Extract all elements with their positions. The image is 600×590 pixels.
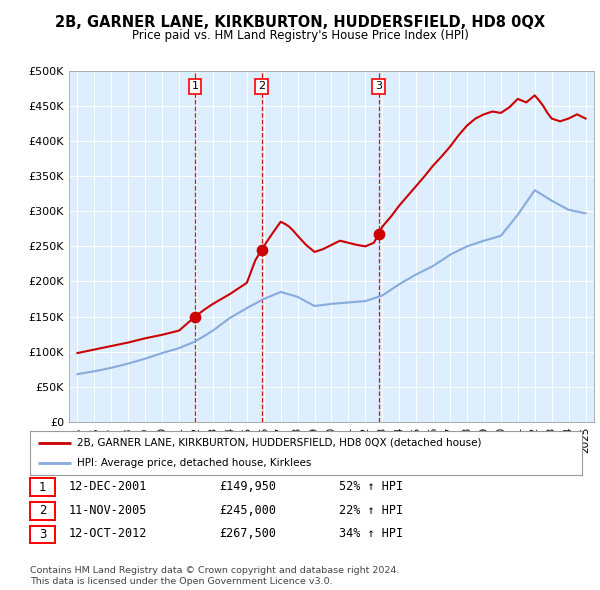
Text: 3: 3	[375, 81, 382, 91]
Text: Contains HM Land Registry data © Crown copyright and database right 2024.: Contains HM Land Registry data © Crown c…	[30, 566, 400, 575]
Text: 12-DEC-2001: 12-DEC-2001	[69, 480, 148, 493]
Point	[190, 312, 200, 322]
Text: This data is licensed under the Open Government Licence v3.0.: This data is licensed under the Open Gov…	[30, 577, 332, 586]
Text: 52% ↑ HPI: 52% ↑ HPI	[339, 480, 403, 493]
Text: 11-NOV-2005: 11-NOV-2005	[69, 504, 148, 517]
Text: 3: 3	[39, 528, 46, 541]
Text: 2B, GARNER LANE, KIRKBURTON, HUDDERSFIELD, HD8 0QX (detached house): 2B, GARNER LANE, KIRKBURTON, HUDDERSFIEL…	[77, 438, 481, 448]
Text: £149,950: £149,950	[219, 480, 276, 493]
Text: £267,500: £267,500	[219, 527, 276, 540]
Text: 2: 2	[39, 504, 46, 517]
Text: HPI: Average price, detached house, Kirklees: HPI: Average price, detached house, Kirk…	[77, 458, 311, 468]
Text: Price paid vs. HM Land Registry's House Price Index (HPI): Price paid vs. HM Land Registry's House …	[131, 29, 469, 42]
Point	[374, 230, 383, 239]
Text: 34% ↑ HPI: 34% ↑ HPI	[339, 527, 403, 540]
Text: 22% ↑ HPI: 22% ↑ HPI	[339, 504, 403, 517]
Text: 2B, GARNER LANE, KIRKBURTON, HUDDERSFIELD, HD8 0QX: 2B, GARNER LANE, KIRKBURTON, HUDDERSFIEL…	[55, 15, 545, 30]
Text: 2: 2	[258, 81, 265, 91]
Text: £245,000: £245,000	[219, 504, 276, 517]
Point	[257, 245, 266, 254]
Text: 12-OCT-2012: 12-OCT-2012	[69, 527, 148, 540]
Text: 1: 1	[39, 481, 46, 494]
Text: 1: 1	[191, 81, 199, 91]
